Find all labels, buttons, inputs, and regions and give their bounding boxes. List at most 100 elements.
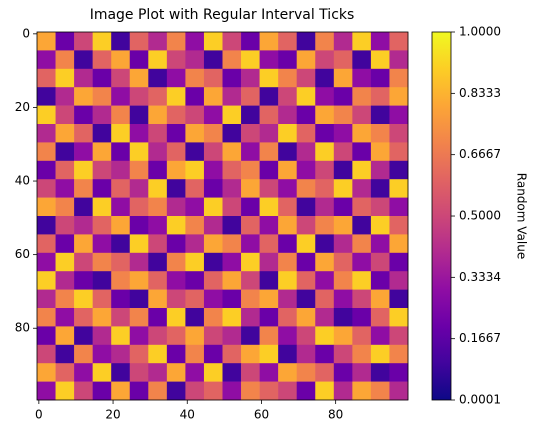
heatmap-cell (148, 216, 168, 235)
heatmap-cell (166, 234, 186, 254)
heatmap-cell (129, 68, 149, 88)
heatmap-cell (315, 363, 335, 382)
heatmap-cell (296, 68, 316, 88)
heatmap-cell (37, 142, 56, 162)
heatmap-cell (389, 344, 409, 364)
heatmap-cell (222, 363, 242, 382)
heatmap-cell (92, 160, 112, 180)
heatmap-cell (241, 68, 260, 88)
heatmap-cell (222, 234, 242, 254)
heatmap-cell (259, 50, 279, 70)
heatmap-cell (389, 142, 409, 162)
heatmap-cell (278, 197, 297, 217)
heatmap-cell (92, 252, 112, 272)
heatmap-cell (111, 124, 131, 143)
heatmap-cell (370, 363, 390, 382)
heatmap-cell (315, 252, 335, 272)
heatmap-cell (55, 326, 75, 346)
heatmap-cell (315, 124, 335, 143)
heatmap-cell (333, 68, 353, 88)
heatmap-cell (74, 344, 93, 364)
heatmap-cell (111, 271, 131, 290)
heatmap-cell (148, 234, 168, 254)
heatmap-cell (278, 179, 297, 198)
heatmap-cell (259, 216, 279, 235)
heatmap-cell (352, 68, 372, 88)
heatmap-cell (129, 87, 149, 106)
heatmap-cell (166, 142, 186, 162)
heatmap-cell (241, 160, 260, 180)
heatmap-cell (315, 179, 335, 198)
heatmap-cell (296, 252, 316, 272)
heatmap-cell (315, 87, 335, 106)
heatmap-cell (185, 289, 205, 309)
heatmap-cell (278, 142, 297, 162)
heatmap-cell (222, 289, 242, 309)
heatmap-cell (203, 160, 223, 180)
heatmap-cell (315, 32, 335, 51)
heatmap-cell (55, 308, 75, 327)
heatmap-cell (185, 197, 205, 217)
colorbar (431, 31, 452, 401)
heatmap-cell (129, 105, 149, 125)
heatmap-cell (315, 234, 335, 254)
heatmap-cell (352, 308, 372, 327)
heatmap-cell (37, 50, 56, 70)
heatmap-cell (166, 32, 186, 51)
heatmap-cell (166, 289, 186, 309)
heatmap-cell (222, 216, 242, 235)
heatmap-cell (352, 271, 372, 290)
heatmap-cell (259, 381, 279, 401)
colorbar-tick-label: 0.8333 (459, 86, 501, 100)
heatmap-cell (333, 142, 353, 162)
heatmap-cell (203, 50, 223, 70)
heatmap-cell (148, 142, 168, 162)
heatmap-cell (37, 197, 56, 217)
heatmap-cell (370, 142, 390, 162)
heatmap-cell (370, 289, 390, 309)
heatmap-cell (55, 87, 75, 106)
heatmap-cell (148, 124, 168, 143)
colorbar-tick-label: 0.3334 (459, 270, 501, 284)
heatmap-cell (222, 252, 242, 272)
heatmap-cell (203, 308, 223, 327)
heatmap-cell (166, 326, 186, 346)
heatmap-cell (148, 105, 168, 125)
heatmap-cell (278, 308, 297, 327)
heatmap-cell (241, 234, 260, 254)
colorbar-tick-label: 1.0000 (459, 25, 501, 39)
heatmap-cell (315, 344, 335, 364)
heatmap-cell (241, 308, 260, 327)
heatmap-cell (259, 271, 279, 290)
heatmap-cell (92, 381, 112, 401)
heatmap-cell (129, 252, 149, 272)
heatmap-cell (296, 50, 316, 70)
heatmap-cell (259, 32, 279, 51)
heatmap-cell (389, 50, 409, 70)
heatmap-cell (333, 326, 353, 346)
heatmap-cell (296, 142, 316, 162)
heatmap-cell (111, 289, 131, 309)
heatmap-cell (333, 344, 353, 364)
heatmap-cell (241, 142, 260, 162)
heatmap-cell (148, 50, 168, 70)
heatmap-cell (222, 32, 242, 51)
heatmap-cell (389, 87, 409, 106)
heatmap-cell (296, 271, 316, 290)
heatmap-cell (241, 344, 260, 364)
heatmap-cell (166, 381, 186, 401)
heatmap-cell (37, 216, 56, 235)
heatmap-cell (111, 252, 131, 272)
heatmap-cell (37, 124, 56, 143)
heatmap-cell (111, 363, 131, 382)
heatmap-cell (241, 32, 260, 51)
x-tick-label: 60 (254, 408, 269, 422)
heatmap-cell (203, 344, 223, 364)
heatmap-cell (241, 271, 260, 290)
heatmap-cell (296, 179, 316, 198)
heatmap-cell (148, 326, 168, 346)
heatmap-cell (166, 363, 186, 382)
heatmap-cell (148, 363, 168, 382)
heatmap-cell (370, 68, 390, 88)
heatmap-cell (389, 197, 409, 217)
